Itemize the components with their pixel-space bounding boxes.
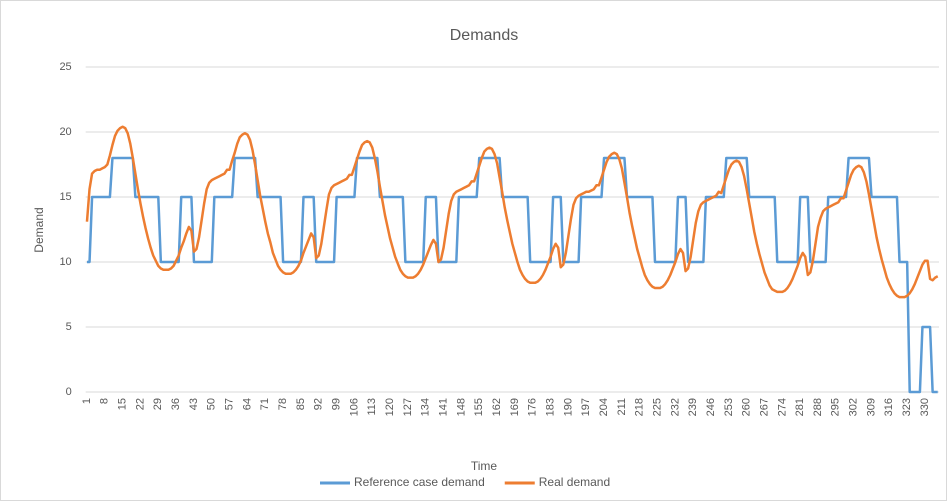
x-tick-label: 316 xyxy=(883,398,895,416)
x-tick-label: 106 xyxy=(348,398,360,416)
series-line xyxy=(86,156,938,394)
x-tick-label: 92 xyxy=(313,398,325,410)
x-tick-label: 211 xyxy=(616,398,628,416)
x-tick-label: 246 xyxy=(705,398,717,416)
x-tick-label: 99 xyxy=(331,398,343,410)
y-tick-label: 0 xyxy=(66,386,72,398)
x-tick-label: 141 xyxy=(437,398,449,416)
x-tick-label: 162 xyxy=(491,398,503,416)
x-tick-label: 64 xyxy=(241,398,253,410)
x-tick-label: 260 xyxy=(741,398,753,416)
x-tick-label: 330 xyxy=(919,398,931,416)
x-tick-label: 148 xyxy=(455,398,467,416)
x-tick-label: 113 xyxy=(366,398,378,416)
x-tick-label: 281 xyxy=(794,398,806,416)
x-tick-label: 78 xyxy=(277,398,289,410)
x-tick-label: 190 xyxy=(562,398,574,416)
x-tick-label: 225 xyxy=(651,398,663,416)
x-tick-label: 197 xyxy=(580,398,592,416)
x-tick-label: 50 xyxy=(206,398,218,410)
x-tick-label: 1 xyxy=(81,398,93,404)
x-axis-label: Time xyxy=(471,459,498,473)
x-tick-label: 267 xyxy=(758,398,770,416)
x-tick-label: 309 xyxy=(865,398,877,416)
x-tick-label: 8 xyxy=(99,398,111,404)
x-tick-label: 22 xyxy=(134,398,146,410)
x-tick-label: 155 xyxy=(473,398,485,416)
x-tick-label: 274 xyxy=(776,398,788,416)
x-tick-label: 127 xyxy=(402,398,414,416)
x-tick-label: 288 xyxy=(812,398,824,416)
x-tick-label: 43 xyxy=(188,398,200,410)
chart-title: Demands xyxy=(450,27,518,44)
y-tick-label: 5 xyxy=(66,321,72,333)
x-tick-label: 176 xyxy=(527,398,539,416)
legend-label: Reference case demand xyxy=(354,475,485,489)
x-tick-label: 15 xyxy=(117,398,129,410)
x-tick-label: 218 xyxy=(634,398,646,416)
y-tick-label: 10 xyxy=(59,256,71,268)
y-axis-label: Demand xyxy=(32,207,46,252)
x-tick-label: 36 xyxy=(170,398,182,410)
y-tick-label: 25 xyxy=(59,61,71,73)
x-tick-label: 253 xyxy=(723,398,735,416)
x-tick-label: 57 xyxy=(224,398,236,410)
x-tick-label: 239 xyxy=(687,398,699,416)
x-tick-label: 71 xyxy=(259,398,271,410)
x-tick-label: 120 xyxy=(384,398,396,416)
x-tick-label: 134 xyxy=(420,398,432,416)
x-tick-label: 85 xyxy=(295,398,307,410)
x-tick-label: 183 xyxy=(544,398,556,416)
x-tick-label: 302 xyxy=(848,398,860,416)
x-tick-label: 204 xyxy=(598,398,610,416)
x-tick-label: 29 xyxy=(152,398,164,410)
y-tick-label: 20 xyxy=(59,126,71,138)
x-tick-label: 295 xyxy=(830,398,842,416)
x-tick-label: 323 xyxy=(901,398,913,416)
x-tick-label: 232 xyxy=(669,398,681,416)
y-tick-label: 15 xyxy=(59,191,71,203)
legend-label: Real demand xyxy=(539,475,610,489)
series-line xyxy=(85,125,939,299)
x-tick-label: 169 xyxy=(509,398,521,416)
